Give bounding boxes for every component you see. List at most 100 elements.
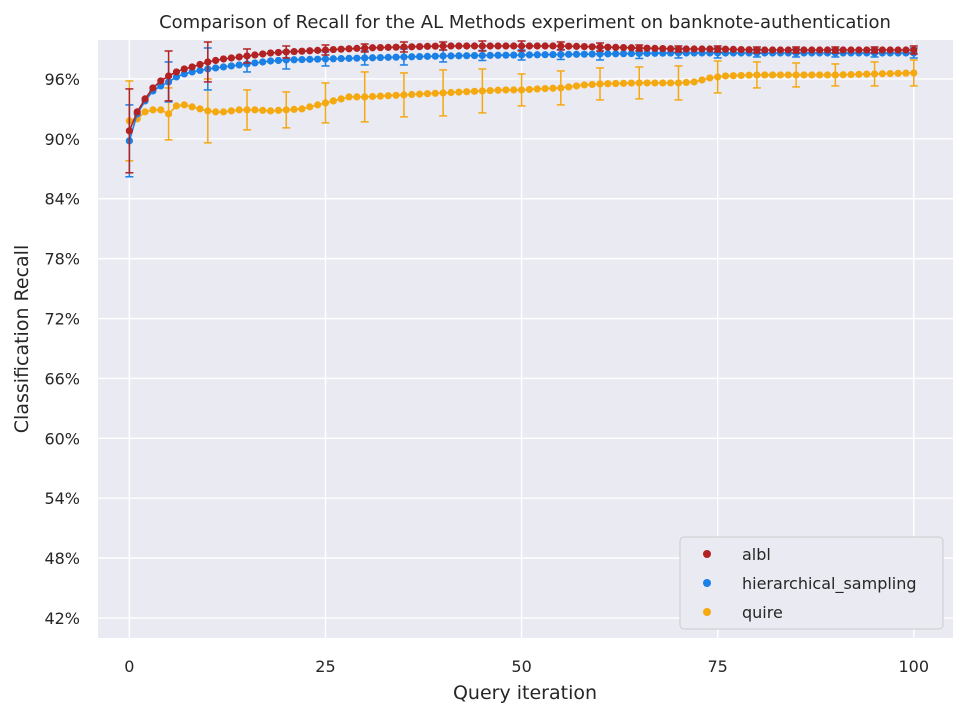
quire-point bbox=[549, 84, 557, 92]
albl-point bbox=[525, 42, 534, 50]
albl-point bbox=[306, 47, 314, 55]
hierarchical_sampling-point bbox=[612, 50, 620, 58]
quire-point bbox=[682, 78, 690, 87]
albl-point bbox=[878, 46, 887, 54]
quire-point bbox=[753, 71, 761, 79]
albl-point bbox=[737, 45, 745, 54]
hierarchical_sampling-point bbox=[588, 50, 596, 58]
hierarchical_sampling-point bbox=[196, 66, 204, 75]
albl-point bbox=[447, 42, 455, 50]
albl-point bbox=[337, 45, 345, 53]
hierarchical_sampling-point bbox=[227, 62, 235, 70]
x-tick-label: 100 bbox=[899, 657, 930, 676]
series-albl bbox=[125, 40, 918, 174]
albl-point bbox=[376, 43, 384, 52]
albl-point bbox=[368, 44, 377, 52]
quire-point bbox=[470, 87, 479, 95]
x-axis-label: Query iteration bbox=[453, 682, 597, 704]
albl-point bbox=[188, 63, 196, 71]
hierarchical_sampling-point bbox=[306, 55, 314, 63]
quire-point bbox=[572, 82, 581, 90]
quire-point bbox=[266, 107, 275, 115]
hierarchical_sampling-point bbox=[353, 54, 361, 62]
albl-point bbox=[863, 46, 871, 54]
albl-point bbox=[557, 42, 565, 50]
albl-point bbox=[667, 45, 675, 53]
quire-point bbox=[706, 74, 714, 82]
legend-marker-albl bbox=[703, 550, 711, 558]
albl-point bbox=[321, 46, 330, 54]
quire-point bbox=[894, 69, 902, 77]
quire-point bbox=[180, 101, 188, 109]
x-tick-label: 25 bbox=[315, 657, 335, 676]
quire-point bbox=[361, 93, 369, 101]
quire-point bbox=[839, 71, 847, 79]
albl-point bbox=[776, 46, 785, 54]
hierarchical_sampling-point bbox=[384, 53, 392, 61]
quire-point bbox=[729, 72, 737, 80]
hierarchical_sampling-point bbox=[376, 53, 384, 62]
hierarchical_sampling-point bbox=[604, 50, 612, 58]
y-tick-label: 72% bbox=[44, 310, 80, 329]
albl-point bbox=[298, 47, 306, 55]
albl-point bbox=[902, 46, 910, 54]
legend-label-quire: quire bbox=[742, 603, 783, 622]
albl-point bbox=[243, 52, 251, 60]
hierarchical_sampling-point bbox=[243, 60, 251, 68]
hierarchical_sampling-point bbox=[392, 53, 400, 61]
hierarchical_sampling-point bbox=[251, 59, 259, 67]
albl-point bbox=[745, 46, 753, 54]
hierarchical_sampling-point bbox=[188, 68, 196, 76]
quire-point bbox=[776, 71, 785, 79]
albl-point bbox=[282, 48, 290, 56]
albl-point bbox=[423, 42, 432, 50]
quire-point bbox=[792, 71, 800, 79]
quire-point bbox=[259, 106, 267, 114]
quire-point bbox=[596, 80, 604, 88]
quire-point bbox=[870, 70, 879, 78]
albl-point bbox=[808, 46, 816, 54]
albl-point bbox=[384, 43, 392, 51]
quire-point bbox=[172, 102, 181, 110]
quire-point bbox=[902, 69, 910, 77]
albl-point bbox=[651, 44, 659, 52]
legend-box bbox=[679, 536, 944, 630]
quire-point bbox=[274, 106, 283, 114]
quire-point bbox=[463, 88, 471, 96]
quire-point bbox=[831, 71, 839, 79]
hierarchical_sampling-point bbox=[510, 51, 518, 59]
x-tick-label: 75 bbox=[707, 657, 727, 676]
albl-point bbox=[408, 43, 416, 51]
albl-point bbox=[565, 42, 573, 50]
quire-point bbox=[510, 86, 518, 94]
data-series bbox=[125, 40, 918, 178]
hierarchical_sampling-point bbox=[557, 50, 565, 59]
quire-point bbox=[447, 88, 455, 97]
albl-point bbox=[517, 42, 526, 50]
hierarchical_sampling-point bbox=[439, 52, 447, 60]
albl-point bbox=[643, 44, 651, 52]
quire-point bbox=[196, 105, 204, 113]
y-tick-label: 42% bbox=[44, 609, 80, 628]
y-tick-label: 84% bbox=[44, 190, 80, 209]
albl-point bbox=[204, 58, 212, 66]
quire-point bbox=[235, 106, 243, 114]
hierarchical_sampling-point bbox=[180, 70, 188, 78]
hierarchical_sampling-point bbox=[565, 50, 573, 58]
hierarchical_sampling-point bbox=[259, 58, 267, 66]
quire-point bbox=[306, 103, 314, 111]
quire-point bbox=[400, 91, 408, 99]
y-tick-label: 96% bbox=[44, 70, 80, 89]
quire-point bbox=[674, 79, 683, 87]
albl-point bbox=[353, 44, 361, 52]
quire-point bbox=[847, 70, 855, 79]
quire-point bbox=[855, 70, 863, 78]
quire-point bbox=[721, 72, 730, 80]
albl-point bbox=[345, 45, 353, 53]
quire-point bbox=[141, 108, 149, 116]
hierarchical_sampling-point bbox=[431, 52, 439, 60]
x-tick-label: 0 bbox=[124, 657, 134, 676]
quire-point bbox=[368, 92, 377, 101]
albl-point bbox=[682, 45, 690, 53]
